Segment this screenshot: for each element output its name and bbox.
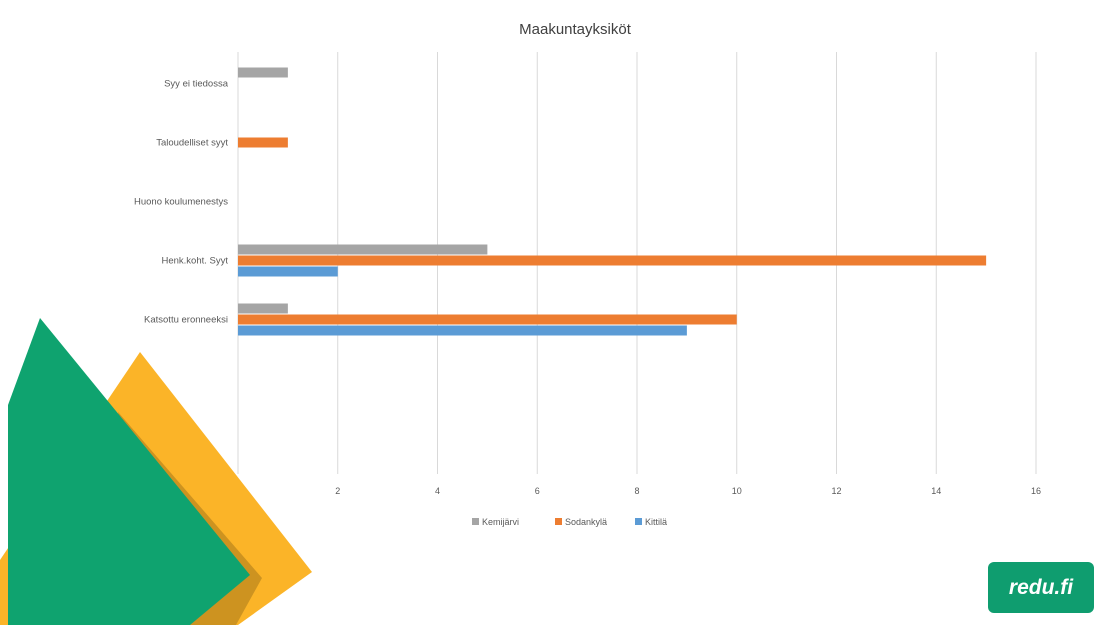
x-tick-label: 10 [732, 486, 742, 496]
chart-title: Maakuntayksiköt [519, 21, 632, 38]
legend-item: Kemijärvi [472, 517, 519, 527]
x-tick-label: 8 [634, 486, 639, 496]
category-labels: Syy ei tiedossa Taloudelliset syyt Huono k… [134, 79, 229, 326]
bar-sodankylä [238, 137, 288, 148]
bar-sodankylä [238, 255, 987, 266]
decorative-chevrons [0, 318, 312, 625]
category-label: Henk.koht. Syyt [161, 256, 228, 267]
bar-kittilä [238, 266, 338, 277]
legend-swatch [472, 518, 479, 525]
category-label: Syy ei tiedossa [164, 79, 229, 90]
logo-badge [988, 562, 1094, 613]
bar-kemijärvi [238, 67, 288, 78]
x-axis-ticks: 0246810121416 [235, 486, 1041, 496]
legend-swatch [635, 518, 642, 525]
bar-kemijärvi [238, 303, 288, 314]
x-tick-label: 12 [831, 486, 841, 496]
category-label: Taloudelliset syyt [156, 138, 228, 149]
logo-text: redu.fi [1009, 576, 1074, 599]
x-tick-label: 4 [435, 486, 440, 496]
redu-logo: redu.fi [988, 562, 1094, 613]
bars [238, 67, 987, 336]
legend-label: Kemijärvi [482, 517, 519, 527]
category-label: Huono koulumenestys [134, 197, 228, 208]
legend-label: Kittilä [645, 517, 667, 527]
legend-swatch [555, 518, 562, 525]
bar-kittilä [238, 325, 687, 336]
x-tick-label: 14 [931, 486, 941, 496]
green-chevron-shape [8, 318, 250, 625]
legend: Kemijärvi Sodankylä Kittilä [472, 517, 667, 527]
bar-sodankylä [238, 314, 737, 325]
legend-label: Sodankylä [565, 517, 607, 527]
x-tick-label: 2 [335, 486, 340, 496]
x-tick-label: 6 [535, 486, 540, 496]
bar-kemijärvi [238, 244, 488, 255]
category-label: Katsottu eronneeksi [144, 315, 228, 326]
x-tick-label: 16 [1031, 486, 1041, 496]
legend-item: Kittilä [635, 517, 667, 527]
legend-item: Sodankylä [555, 517, 607, 527]
